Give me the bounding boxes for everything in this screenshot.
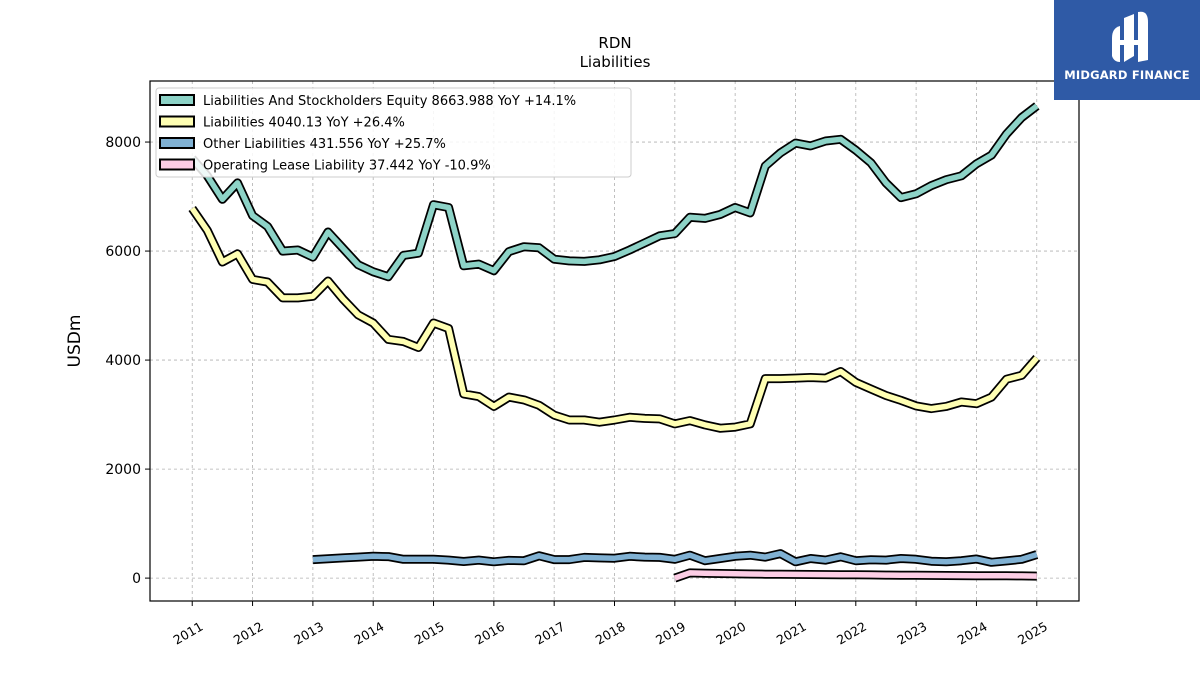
x-tick-label: 2019 [653, 619, 688, 648]
y-tick-label: 4000 [105, 353, 141, 369]
legend-swatch [159, 158, 195, 171]
x-tick-label: 2014 [351, 619, 386, 648]
y-axis: 0 2000 4000 6000 8000 [105, 135, 150, 587]
legend: Liabilities And Stockholders Equity 8663… [155, 87, 632, 178]
x-tick-label: 2018 [593, 619, 628, 648]
legend-label: Liabilities And Stockholders Equity 8663… [203, 94, 576, 109]
x-tick-label: 2022 [834, 619, 869, 648]
x-tick-label: 2023 [894, 619, 929, 648]
chart-title: RDN [598, 34, 631, 52]
x-tick-label: 2015 [412, 619, 447, 648]
legend-swatch [159, 94, 195, 106]
brand-logo-text: MIDGARD FINANCE [1064, 68, 1190, 82]
y-axis-label: USDm [65, 315, 85, 368]
x-tick-label: 2013 [291, 619, 326, 648]
legend-label: Other Liabilities 431.556 YoY +25.7% [203, 137, 446, 152]
legend-box [155, 87, 632, 178]
y-tick-label: 6000 [105, 244, 141, 260]
x-tick-label: 2011 [170, 619, 205, 648]
chart-subtitle: Liabilities [580, 53, 651, 71]
y-tick-label: 2000 [105, 462, 141, 478]
x-tick-label: 2012 [231, 619, 266, 648]
x-axis: 2011 2012 2013 2014 2015 2016 2017 2018 2019 2020… [170, 601, 1050, 648]
series-line-operating-lease-liability [673, 570, 1037, 581]
series-line-other-liabilities [312, 550, 1038, 566]
legend-label: Operating Lease Liability 37.442 YoY -10… [203, 159, 491, 174]
legend-label: Liabilities 4040.13 YoY +26.4% [203, 116, 405, 131]
series-line-liabilities [189, 206, 1039, 431]
x-tick-label: 2017 [532, 619, 567, 648]
brand-mark-icon [1112, 11, 1148, 62]
x-tick-label: 2025 [1015, 619, 1050, 648]
legend-swatch [159, 115, 195, 128]
y-tick-label: 0 [132, 571, 141, 587]
x-tick-label: 2020 [713, 619, 748, 648]
x-tick-label: 2016 [472, 619, 507, 648]
x-tick-label: 2021 [774, 619, 809, 648]
series-line-liabilities-and-stockholders-equity [190, 103, 1039, 280]
series-layer [188, 102, 1041, 583]
brand-logo: MIDGARD FINANCE [1054, 0, 1200, 100]
y-tick-label: 8000 [105, 135, 141, 151]
x-tick-label: 2024 [955, 619, 990, 648]
legend-swatch [159, 137, 195, 149]
